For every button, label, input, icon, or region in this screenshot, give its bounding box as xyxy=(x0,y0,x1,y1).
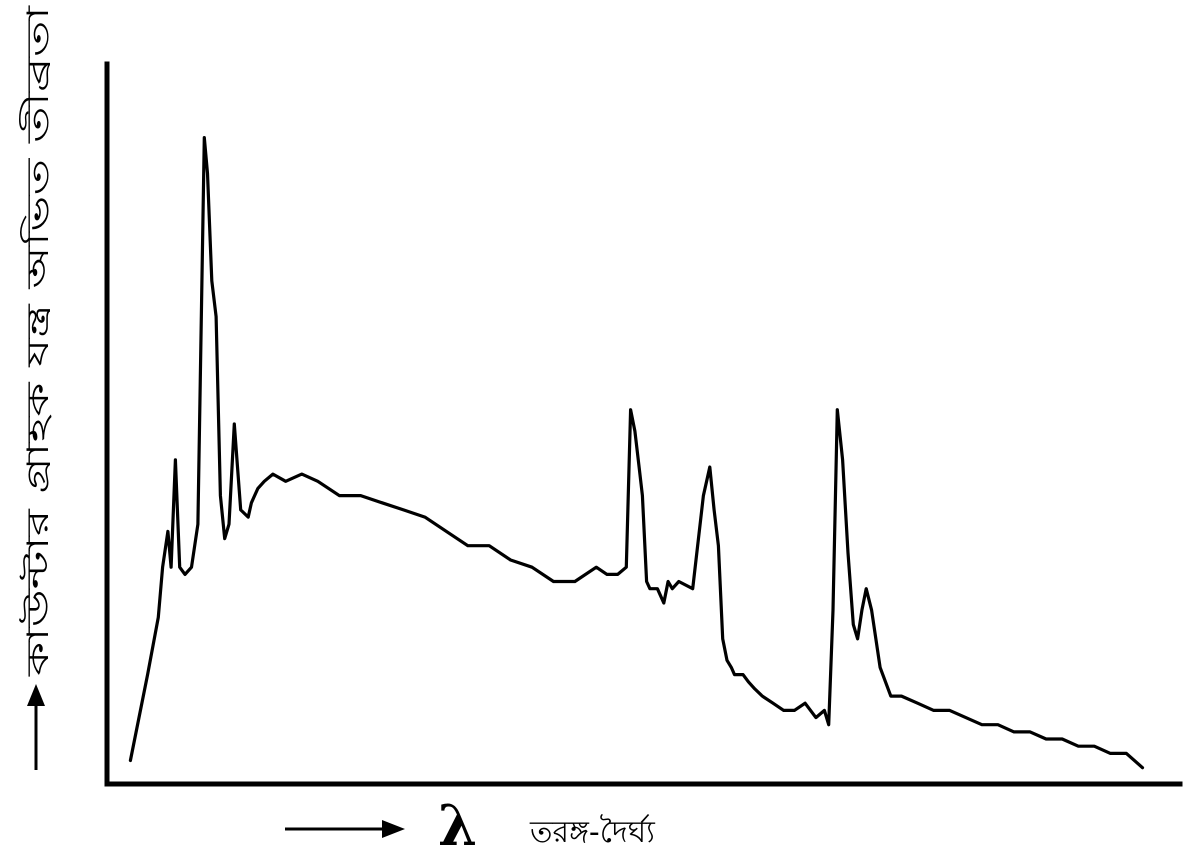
x-axis-symbol: λ xyxy=(438,793,477,859)
peak-point-5 xyxy=(829,265,833,269)
spectrum-line xyxy=(128,136,1145,770)
x-label-arrow-head-icon xyxy=(382,820,405,838)
x-axis-label: তরঙ্গ-দৈর্ঘ্য xyxy=(529,814,656,850)
y-axis-label: কাউন্টার গ্রাহক যন্ত্র অভিত তীব্রতা xyxy=(19,4,56,678)
peak-point-4 xyxy=(712,451,716,455)
peak-point-6 xyxy=(860,580,864,584)
y-label-arrow-head-icon xyxy=(27,684,45,706)
peak-point-3 xyxy=(630,372,634,376)
peak-point-1 xyxy=(205,128,209,132)
peak-point-2 xyxy=(239,386,243,390)
peak-markers xyxy=(205,128,864,583)
